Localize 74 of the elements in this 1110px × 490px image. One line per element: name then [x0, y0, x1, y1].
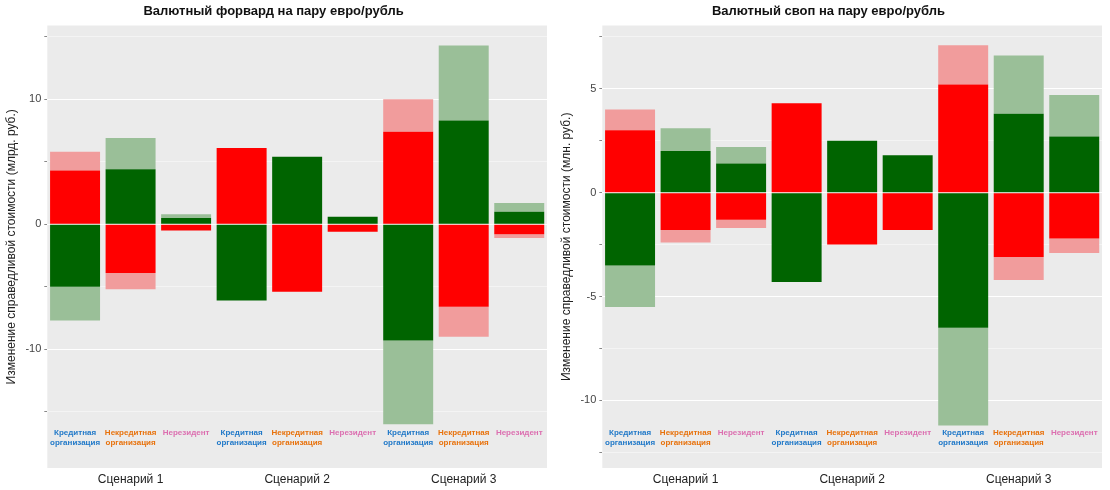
bar — [827, 140, 878, 193]
bar — [827, 193, 878, 245]
bar — [1049, 193, 1100, 239]
x-tick-label: Кредитная организация — [938, 428, 989, 447]
bar — [438, 45, 489, 121]
bar — [438, 306, 489, 337]
bar — [438, 224, 489, 307]
bar — [327, 224, 378, 232]
bar — [716, 146, 767, 164]
bar — [716, 219, 767, 228]
x-tick-label: Некредитная организация — [659, 428, 712, 447]
bar — [161, 214, 212, 219]
x-tick-label: Некредитная организация — [826, 428, 879, 447]
bar — [660, 193, 711, 231]
text: Сценарий 3 — [430, 472, 497, 487]
bar — [105, 169, 156, 224]
x-tick-label: Кредитная организация — [216, 428, 268, 447]
bar — [993, 113, 1044, 193]
bar — [882, 155, 933, 193]
bar — [161, 218, 212, 224]
bar — [1049, 238, 1100, 253]
x-tick-label: Нерезидент — [329, 428, 377, 437]
bar — [272, 224, 323, 292]
bar — [993, 55, 1044, 114]
text: Сценарий 2 — [819, 472, 886, 487]
x-tick-label: Нерезидент — [717, 428, 765, 437]
y-axis-title: Изменение справедливой стоимости (млн. руб.) — [558, 112, 573, 382]
x-tick-label: Кредитная организация — [383, 428, 434, 447]
bar — [993, 257, 1044, 280]
bar — [272, 156, 323, 224]
bar — [494, 224, 545, 235]
bar — [660, 128, 711, 152]
y-tick-label: -10 — [25, 342, 42, 355]
bar — [494, 234, 545, 239]
y-tick-label: 10 — [29, 92, 42, 105]
x-tick-label: Некредитная организация — [271, 428, 324, 447]
y-tick-label: 0 — [590, 185, 597, 198]
x-tick-label: Кредитная организация — [49, 428, 101, 447]
bar — [660, 230, 711, 243]
y-tick-label: 5 — [590, 81, 597, 94]
x-tick-label: Некредитная организация — [993, 428, 1045, 447]
bar — [494, 211, 545, 224]
x-tick-label: Некредитная организация — [104, 428, 157, 447]
bar — [660, 151, 711, 193]
x-tick-label: Нерезидент — [495, 428, 543, 437]
x-tick-label: Кредитная организация — [604, 428, 656, 447]
x-tick-label: Нерезидент — [884, 428, 932, 437]
bar — [993, 193, 1044, 258]
bar — [105, 138, 156, 170]
chart-title: Валютный своп на пару евро/рубль — [711, 3, 946, 19]
x-tick-label: Кредитная организация — [771, 428, 823, 447]
bar — [1049, 95, 1100, 137]
y-axis-title: Изменение справедливой стоимости (млрд. руб.) — [3, 109, 18, 385]
text: Сценарий 3 — [985, 472, 1052, 487]
bar — [438, 120, 489, 224]
bar — [494, 203, 545, 212]
y-tick-label: -5 — [586, 289, 597, 302]
bar — [716, 163, 767, 193]
bar — [105, 273, 156, 290]
bar — [882, 193, 933, 231]
text: Сценарий 1 — [652, 472, 719, 487]
x-tick-label: Некредитная организация — [438, 428, 490, 447]
text: Сценарий 2 — [264, 472, 331, 487]
bar — [161, 224, 212, 231]
bar — [1049, 136, 1100, 193]
y-tick-label: 0 — [35, 217, 42, 230]
x-tick-label: Нерезидент — [1050, 428, 1098, 437]
text: Сценарий 1 — [97, 472, 164, 487]
y-tick-label: -10 — [580, 393, 597, 406]
bar — [105, 224, 156, 274]
bar — [327, 216, 378, 224]
chart-title: Валютный форвард на пару евро/рубль — [143, 3, 404, 19]
x-tick-label: Нерезидент — [162, 428, 210, 437]
bar — [716, 193, 767, 220]
